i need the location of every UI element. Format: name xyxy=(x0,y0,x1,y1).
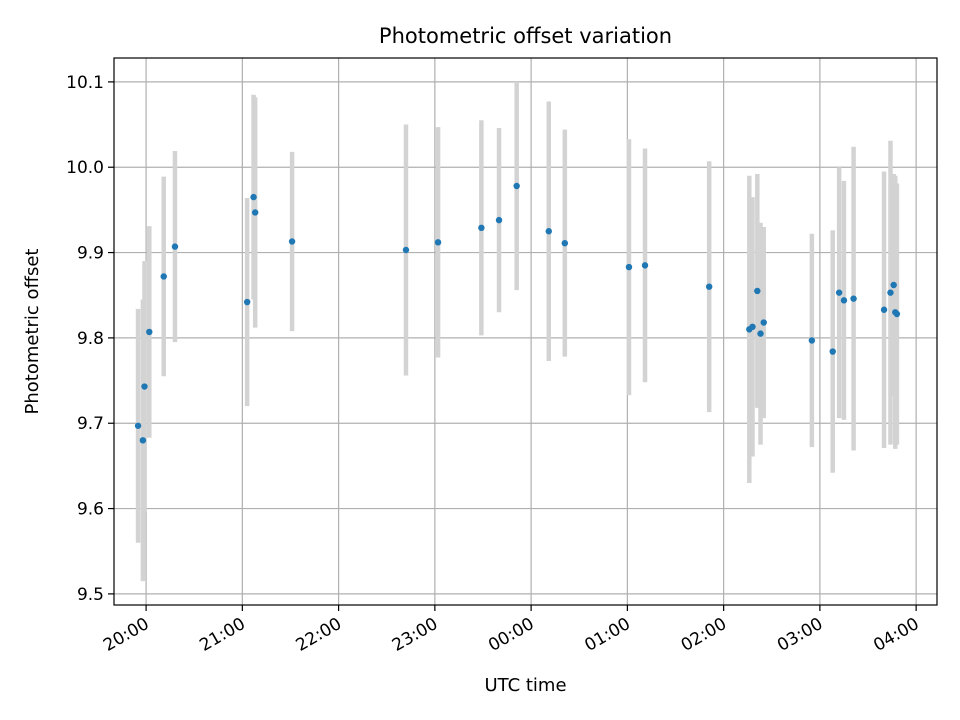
x-axis-label: UTC time xyxy=(484,675,566,696)
data-point xyxy=(250,193,257,201)
data-point xyxy=(495,216,503,224)
data-point xyxy=(760,319,767,326)
data-point xyxy=(890,281,897,289)
data-point xyxy=(288,238,296,245)
data-point xyxy=(513,182,520,190)
data-point xyxy=(478,224,485,232)
data-point xyxy=(754,287,761,295)
plot-frame xyxy=(113,57,938,606)
data-point xyxy=(808,337,816,344)
data-point xyxy=(850,295,857,302)
data-point xyxy=(434,239,442,246)
data-point xyxy=(749,323,756,331)
grid xyxy=(114,58,937,605)
data-point xyxy=(641,262,649,269)
data-point xyxy=(139,437,147,444)
y-tick-label: 9.5 xyxy=(77,585,104,605)
data-point xyxy=(141,383,148,390)
data-point xyxy=(251,209,259,216)
data-point xyxy=(171,243,179,250)
data-point xyxy=(757,330,764,337)
y-tick-label: 9.7 xyxy=(77,414,104,434)
data-point xyxy=(545,228,552,235)
data-point xyxy=(402,246,410,254)
data-point xyxy=(561,239,569,247)
data-point xyxy=(829,348,836,355)
data-point xyxy=(840,297,848,304)
y-tick-label: 9.9 xyxy=(77,244,104,264)
data-point xyxy=(887,289,894,296)
data-point xyxy=(835,289,843,296)
data-point xyxy=(160,273,167,280)
y-tick-label: 9.8 xyxy=(77,329,104,349)
data-point xyxy=(893,310,901,318)
data-point xyxy=(134,422,142,429)
data-point xyxy=(625,263,633,271)
data-point xyxy=(146,328,153,336)
data-point xyxy=(243,298,251,306)
data-point xyxy=(880,306,888,313)
y-axis-label: Photometric offset xyxy=(22,249,43,415)
chart-title: Photometric offset variation xyxy=(379,24,672,48)
y-tick-label: 10.1 xyxy=(66,73,104,93)
y-tick-label: 10.0 xyxy=(66,158,104,178)
y-tick-label: 9.6 xyxy=(77,500,104,520)
data-points xyxy=(134,182,901,444)
data-point xyxy=(705,283,713,290)
